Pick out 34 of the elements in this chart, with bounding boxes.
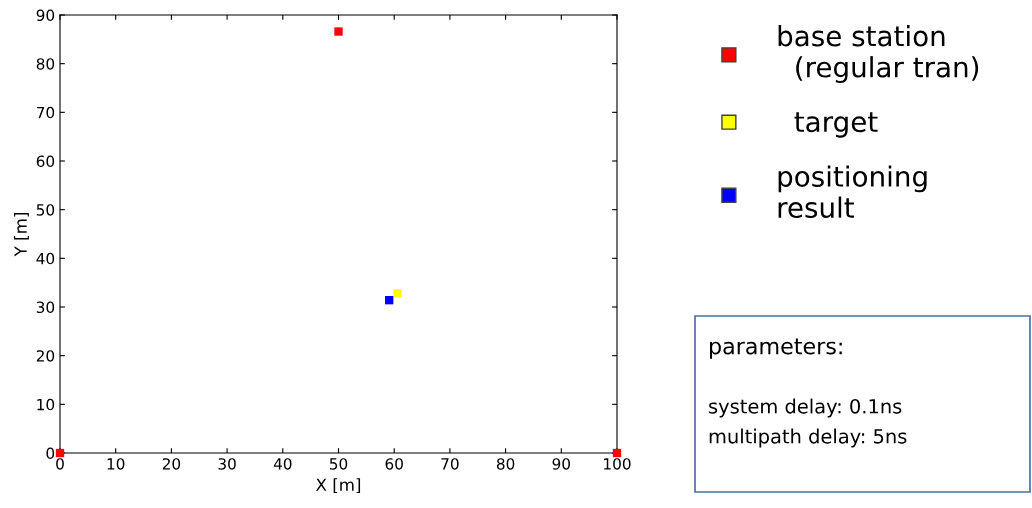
x-tick-label: 50 [329, 458, 348, 470]
y-tick-label: 50 [36, 204, 55, 216]
x-tick-label: 0 [56, 458, 64, 470]
x-tick-label: 40 [273, 458, 292, 470]
legend-label: target [794, 112, 878, 138]
y-tick-label: 60 [36, 155, 55, 168]
text: multipath delay: 5ns [709, 428, 907, 448]
x-tick-label: 80 [496, 458, 515, 470]
x-tick-label: 60 [385, 458, 403, 470]
y-tick-label: 70 [36, 106, 55, 119]
x-axis-title: X [m] [316, 478, 361, 494]
x-tick-label: 90 [552, 458, 571, 470]
y-tick-label: 20 [36, 350, 55, 362]
legend-label: base station (regular tran) [778, 25, 979, 83]
y-tick-label: 0 [46, 447, 55, 460]
x-tick-label: 100 [604, 458, 631, 470]
x-tick-label: 10 [107, 458, 125, 470]
y-tick-label: 10 [37, 398, 55, 411]
legend-label: positioning result [778, 165, 927, 219]
point [385, 296, 394, 305]
text: system delay: 0.1ns [709, 398, 902, 418]
y-tick-label: 80 [36, 58, 55, 70]
point [393, 289, 402, 298]
y-tick-label: 40 [36, 252, 55, 265]
x-tick-label: 70 [441, 458, 459, 470]
x-tick-label: 20 [162, 458, 181, 470]
y-tick-label: 30 [36, 301, 55, 314]
point [612, 448, 622, 458]
point [55, 448, 65, 458]
y-tick-label: 90 [36, 9, 55, 22]
text: parameters: [710, 338, 842, 359]
point [334, 27, 343, 36]
y-axis-title: Y [m] [14, 213, 29, 257]
x-tick-label: 30 [218, 458, 236, 470]
